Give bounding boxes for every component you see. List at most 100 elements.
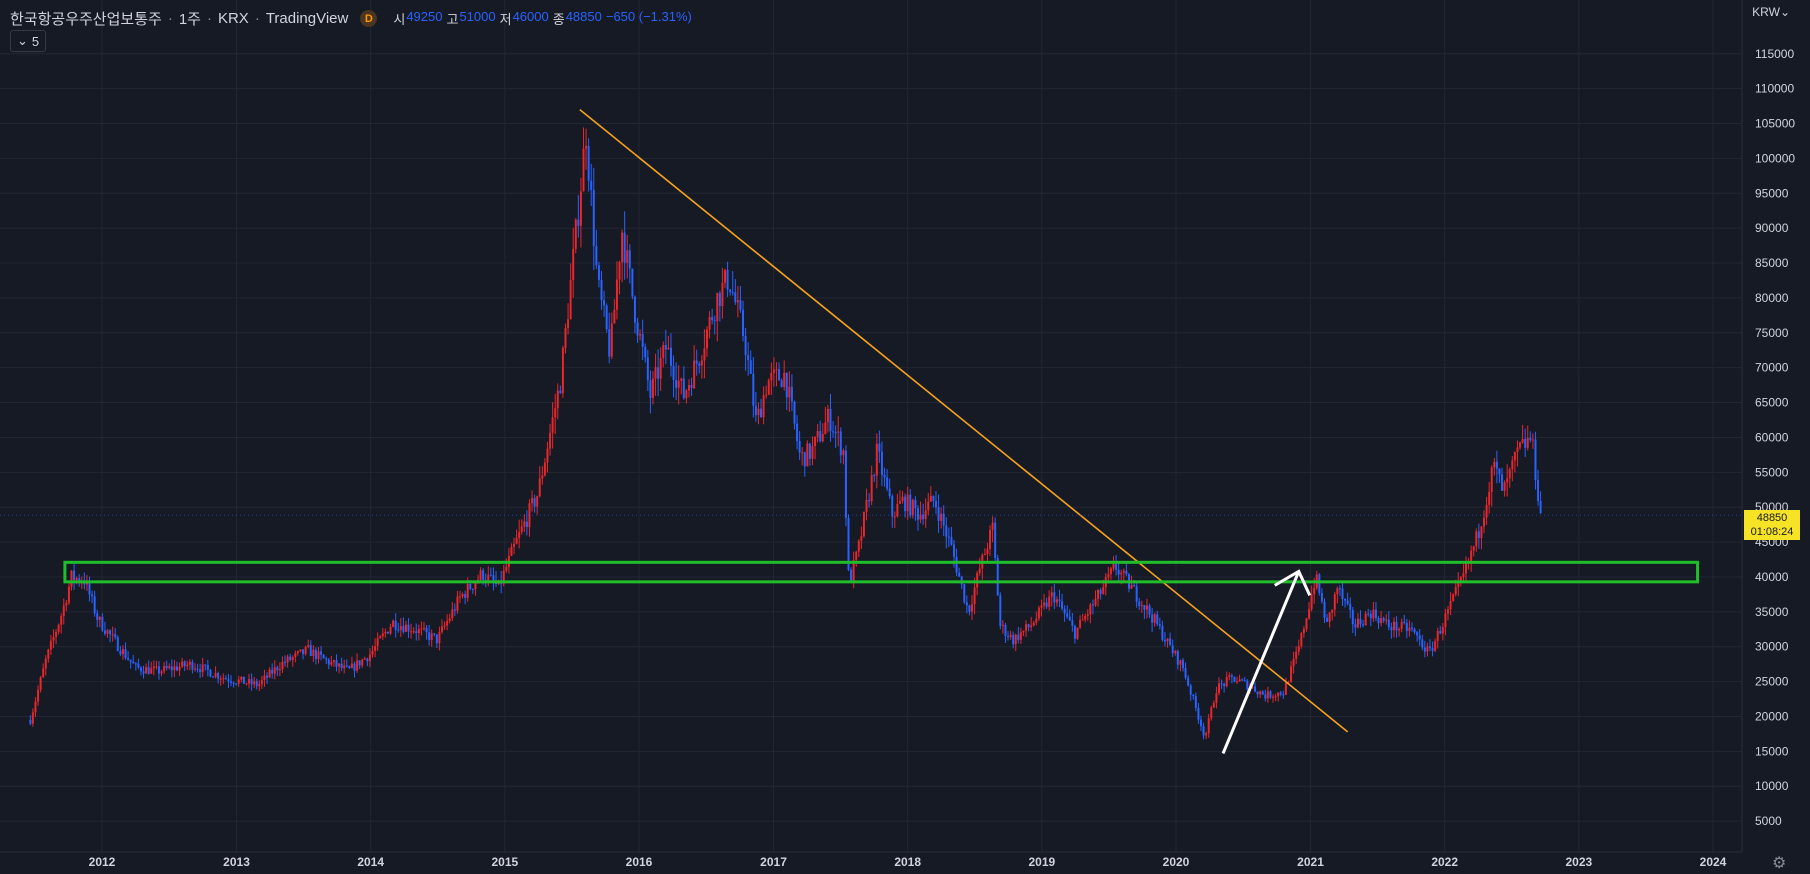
- candle-body: [103, 630, 106, 634]
- candle-body: [1465, 562, 1468, 574]
- candle-body: [1014, 634, 1017, 645]
- candle-body: [1349, 603, 1352, 610]
- symbol-name[interactable]: 한국항공우주산업보통주: [10, 11, 162, 28]
- candle-body: [556, 390, 559, 409]
- candle-body: [489, 574, 492, 576]
- candle-body: [855, 551, 858, 560]
- candle-body: [268, 669, 271, 678]
- candle-body: [1125, 570, 1128, 575]
- candle-body: [1534, 439, 1537, 481]
- candle-body: [294, 653, 297, 658]
- candle-body: [1236, 681, 1239, 683]
- candle-body: [973, 587, 976, 605]
- candle-body: [880, 451, 883, 475]
- candle-body: [561, 347, 564, 394]
- candle-body: [767, 380, 770, 395]
- candle-body: [909, 494, 912, 516]
- candle-body: [1081, 619, 1084, 621]
- legend-separator: ·: [167, 10, 173, 27]
- candle-body: [585, 145, 588, 149]
- candle-body: [1290, 666, 1293, 682]
- candle-body: [214, 673, 217, 677]
- time-tick-label: 2012: [89, 855, 116, 869]
- candle-body: [590, 180, 593, 191]
- candle-body: [742, 309, 745, 336]
- candle-body: [175, 666, 178, 671]
- candle-body: [1181, 660, 1184, 669]
- candle-body: [1359, 618, 1362, 625]
- candle-body: [549, 432, 552, 449]
- candle-body: [986, 549, 989, 555]
- candle-body: [551, 417, 554, 433]
- candle-body: [793, 401, 796, 424]
- arrow-shaft[interactable]: [1221, 570, 1301, 755]
- candle-body: [1097, 589, 1100, 599]
- candle-body: [577, 219, 580, 226]
- candle-body: [237, 679, 240, 684]
- candle-body: [608, 329, 611, 357]
- candle-body: [705, 329, 708, 349]
- time-tick-label: 2021: [1297, 855, 1324, 869]
- candle-body: [814, 436, 817, 447]
- candle-body: [994, 522, 997, 559]
- candle-body: [757, 408, 760, 416]
- candle-body: [1372, 609, 1375, 619]
- candle-body: [1205, 733, 1208, 736]
- candle-body: [744, 335, 747, 356]
- candle-body: [335, 660, 338, 667]
- candle-body: [165, 665, 168, 669]
- close-label: 종: [552, 12, 565, 27]
- candle-body: [1377, 617, 1380, 624]
- currency-selector[interactable]: KRW⌄: [1752, 5, 1790, 19]
- price-tick-label: 105000: [1755, 117, 1795, 131]
- chevron-down-icon: ⌄: [1779, 5, 1790, 19]
- trendline[interactable]: [579, 108, 1349, 733]
- delayed-data-badge[interactable]: D: [360, 10, 378, 27]
- candle-body: [971, 604, 974, 612]
- candle-body: [1174, 650, 1177, 654]
- time-tick-label: 2017: [760, 855, 787, 869]
- price-tick-label: 20000: [1755, 709, 1789, 723]
- candle-body: [240, 676, 243, 680]
- candle-body: [466, 583, 469, 598]
- candle-body: [1338, 588, 1341, 590]
- candle-body: [1292, 658, 1295, 667]
- candle-body: [266, 675, 269, 678]
- candle-body: [708, 316, 711, 330]
- candle-body: [1277, 692, 1280, 697]
- candle-body: [839, 431, 842, 456]
- candle-body: [263, 675, 266, 681]
- candle-body: [1218, 683, 1221, 694]
- candle-body: [281, 661, 284, 670]
- candle-body: [502, 570, 505, 584]
- settings-gear-icon[interactable]: ⚙: [1772, 855, 1787, 872]
- candle-body: [1398, 628, 1401, 631]
- candle-body: [1529, 437, 1532, 441]
- indicators-toggle-button[interactable]: ⌄ 5: [10, 30, 47, 52]
- candle-body: [1344, 598, 1347, 601]
- candle-body: [850, 569, 853, 581]
- support-zone-rectangle[interactable]: [63, 560, 1700, 584]
- candle-body: [1156, 614, 1159, 625]
- price-tick-label: 95000: [1755, 186, 1789, 200]
- candle-body: [271, 669, 274, 674]
- candle-body: [667, 347, 670, 350]
- candle-body: [510, 546, 513, 556]
- candle-body: [896, 503, 899, 517]
- candle-body: [193, 668, 196, 670]
- interval-label[interactable]: 1주: [178, 11, 201, 28]
- candle-body: [698, 363, 701, 366]
- candle-body: [435, 634, 438, 644]
- currency-label: KRW: [1752, 5, 1780, 19]
- candle-body: [934, 500, 937, 508]
- candle-body: [1382, 618, 1385, 621]
- candle-body: [633, 296, 636, 323]
- candle-body: [646, 357, 649, 381]
- candle-body: [1050, 592, 1053, 597]
- time-axis[interactable]: 2012 2013 2014 2015 2016 2017 2018 2019 2020 2021…: [0, 851, 1742, 869]
- candle-body: [428, 632, 431, 641]
- price-tick-label: 5000: [1755, 814, 1782, 828]
- candle-body: [47, 649, 50, 659]
- candle-body: [98, 616, 101, 620]
